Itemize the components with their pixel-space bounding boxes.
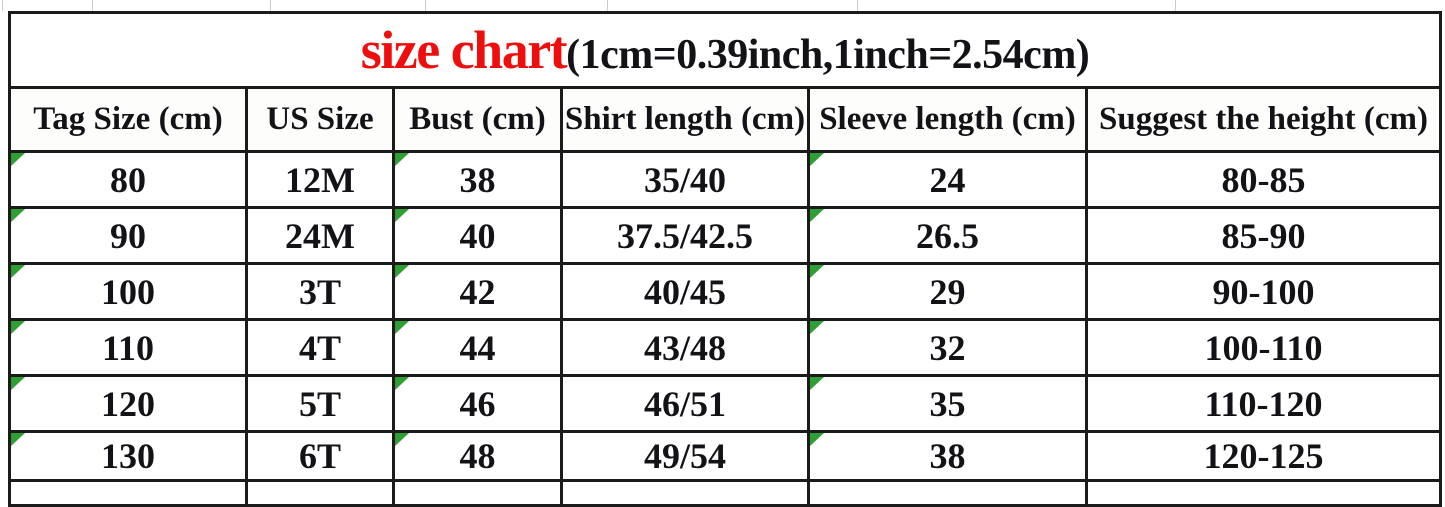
table-cell: 90-100 <box>1084 262 1443 321</box>
table-cell: 5T <box>245 374 395 433</box>
empty-cell <box>245 479 395 507</box>
cutoff-empty-row <box>8 479 1443 507</box>
empty-cell <box>392 479 563 507</box>
cell-flag-triangle-icon <box>810 209 824 222</box>
table-cell: 35/40 <box>560 150 810 209</box>
chart-title: size chart <box>360 20 568 80</box>
cell-flag-triangle-icon <box>395 433 409 446</box>
cell-flag-triangle-icon <box>11 433 25 446</box>
table-cell: 35 <box>807 374 1088 433</box>
table-cell: 42 <box>392 262 563 321</box>
header-cell-tag-size: Tag Size (cm) <box>8 86 248 153</box>
table-cell: 44 <box>392 318 563 377</box>
table-row: 90 24M 40 37.5/42.5 26.5 85-90 <box>8 206 1443 265</box>
empty-cell <box>560 479 810 507</box>
empty-cell <box>1084 479 1443 507</box>
header-row: Tag Size (cm) US Size Bust (cm) Shirt le… <box>8 86 1443 153</box>
table-cell: 85-90 <box>1084 206 1443 265</box>
unit-conversion-note: (1cm=0.39inch,1inch=2.54cm) <box>566 32 1090 78</box>
gridline <box>425 0 426 11</box>
table-row: 80 12M 38 35/40 24 80-85 <box>8 150 1443 209</box>
gridline <box>92 0 93 11</box>
cell-flag-triangle-icon <box>11 265 25 278</box>
header-cell-bust: Bust (cm) <box>392 86 563 153</box>
cell-flag-triangle-icon <box>11 153 25 166</box>
table-cell: 46/51 <box>560 374 810 433</box>
table-cell: 40 <box>392 206 563 265</box>
table-cell: 120 <box>8 374 248 433</box>
gridline <box>607 0 608 11</box>
table-cell: 24 <box>807 150 1088 209</box>
table-cell: 24M <box>245 206 395 265</box>
cell-flag-triangle-icon <box>395 377 409 390</box>
cell-flag-triangle-icon <box>810 321 824 334</box>
table-cell: 110 <box>8 318 248 377</box>
table-cell: 80 <box>8 150 248 209</box>
table-cell: 3T <box>245 262 395 321</box>
cell-flag-triangle-icon <box>395 209 409 222</box>
table-cell: 46 <box>392 374 563 433</box>
table-row: 110 4T 44 43/48 32 100-110 <box>8 318 1443 377</box>
table-cell: 80-85 <box>1084 150 1443 209</box>
table-cell: 90 <box>8 206 248 265</box>
table-cell: 130 <box>8 430 248 482</box>
size-chart-table: size chart (1cm=0.39inch,1inch=2.54cm) Ta… <box>7 11 1443 507</box>
cell-flag-triangle-icon <box>810 265 824 278</box>
gridline <box>2 0 3 11</box>
table-cell: 100 <box>8 262 248 321</box>
table-cell: 32 <box>807 318 1088 377</box>
table-cell: 49/54 <box>560 430 810 482</box>
table-row: 120 5T 46 46/51 35 110-120 <box>8 374 1443 433</box>
cell-flag-triangle-icon <box>395 265 409 278</box>
header-cell-sleeve-length: Sleeve length (cm) <box>807 86 1088 153</box>
header-cell-us-size: US Size <box>245 86 395 153</box>
table-cell: 38 <box>392 150 563 209</box>
title-row: size chart (1cm=0.39inch,1inch=2.54cm) <box>7 11 1443 89</box>
table-row: 100 3T 42 40/45 29 90-100 <box>8 262 1443 321</box>
table-cell: 120-125 <box>1084 430 1443 482</box>
cell-flag-triangle-icon <box>395 153 409 166</box>
title-cell: size chart (1cm=0.39inch,1inch=2.54cm) <box>7 11 1443 89</box>
table-cell: 110-120 <box>1084 374 1443 433</box>
empty-cell <box>807 479 1088 507</box>
cell-flag-triangle-icon <box>11 377 25 390</box>
table-cell: 26.5 <box>807 206 1088 265</box>
table-row: 130 6T 48 49/54 38 120-125 <box>8 430 1443 482</box>
cell-flag-triangle-icon <box>11 321 25 334</box>
table-cell: 43/48 <box>560 318 810 377</box>
table-cell: 40/45 <box>560 262 810 321</box>
gridline <box>270 0 271 11</box>
gridline <box>1175 0 1176 11</box>
empty-cell <box>8 479 248 507</box>
cell-flag-triangle-icon <box>810 377 824 390</box>
header-cell-suggest-height: Suggest the height (cm) <box>1084 86 1443 153</box>
table-cell: 6T <box>245 430 395 482</box>
cell-flag-triangle-icon <box>810 153 824 166</box>
table-cell: 37.5/42.5 <box>560 206 810 265</box>
header-cell-shirt-length: Shirt length (cm) <box>560 86 810 153</box>
table-cell: 48 <box>392 430 563 482</box>
table-cell: 100-110 <box>1084 318 1443 377</box>
cell-flag-triangle-icon <box>11 209 25 222</box>
gridline <box>857 0 858 11</box>
table-cell: 12M <box>245 150 395 209</box>
size-chart-sheet: size chart (1cm=0.39inch,1inch=2.54cm) Ta… <box>7 11 1443 507</box>
table-cell: 29 <box>807 262 1088 321</box>
table-cell: 38 <box>807 430 1088 482</box>
table-cell: 4T <box>245 318 395 377</box>
cell-flag-triangle-icon <box>810 433 824 446</box>
cell-flag-triangle-icon <box>395 321 409 334</box>
